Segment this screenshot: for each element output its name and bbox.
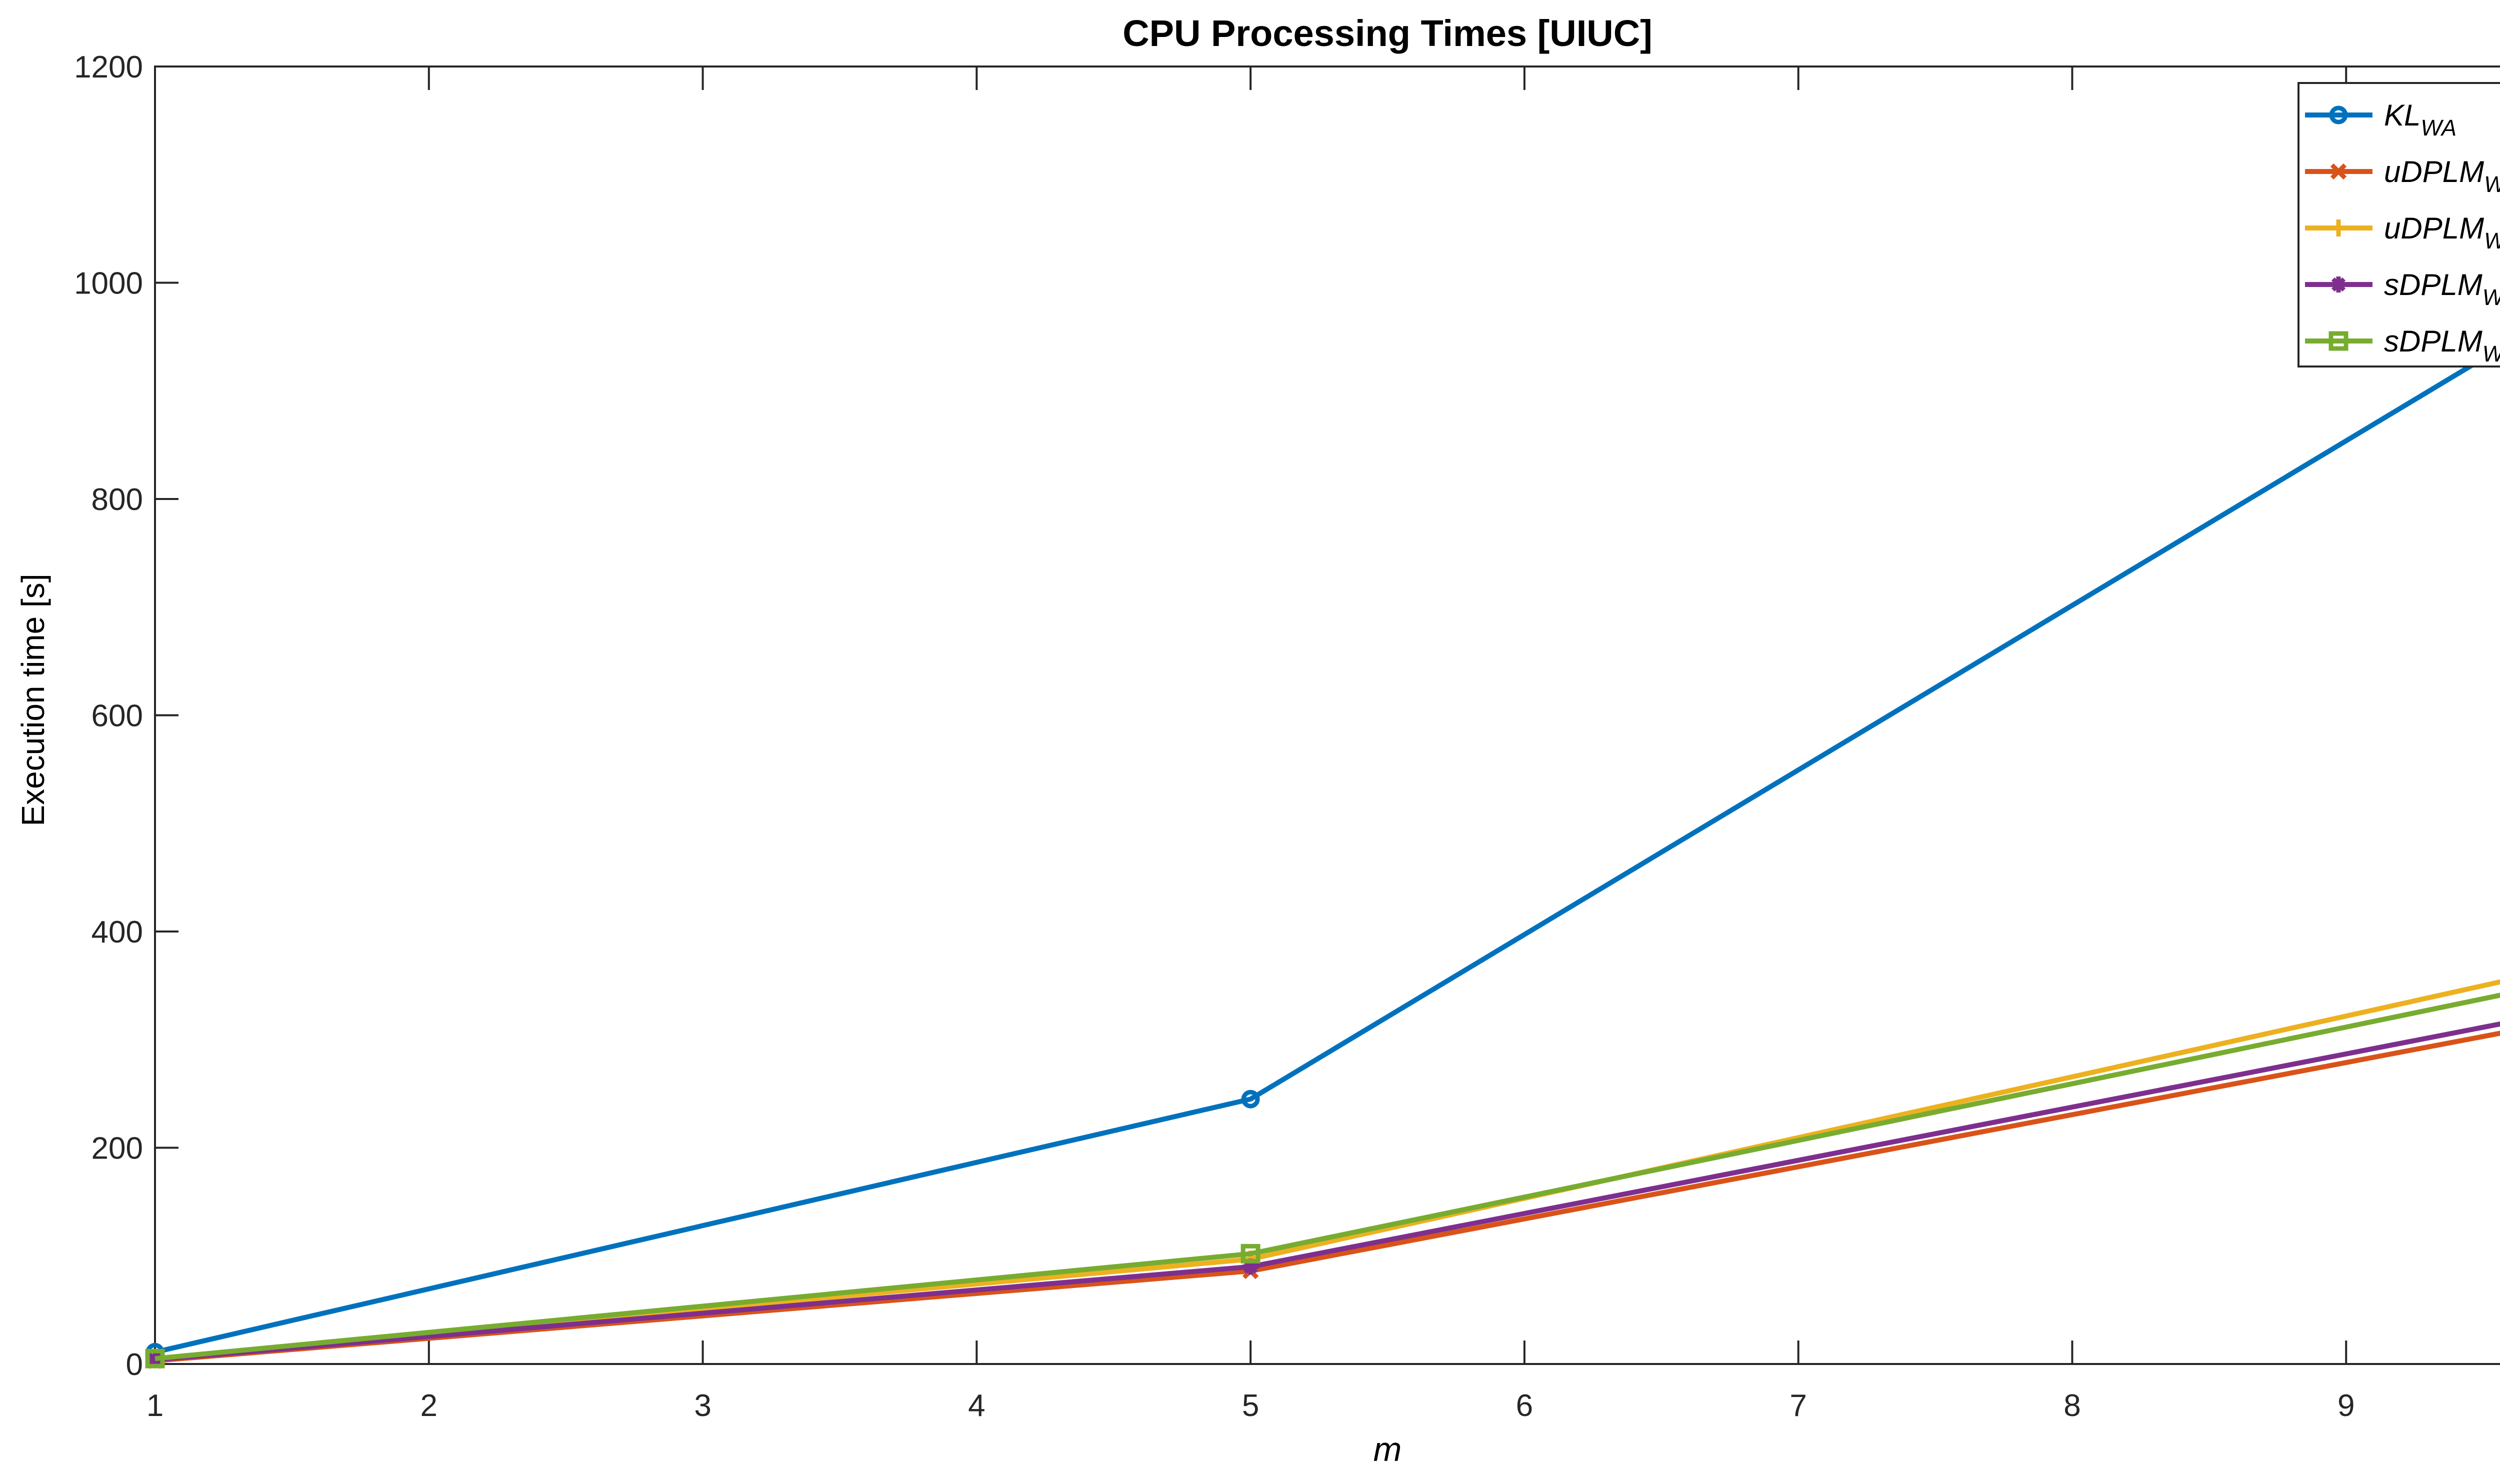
series-line-KL_WA: [154, 345, 2500, 1355]
series-KL_WA-point-5-circle-marker: [1241, 1090, 1260, 1108]
x-tick-label-3: 3: [694, 1388, 711, 1423]
legend-label-uDPLM_WA_l7: uDPLMWA[l=7]: [2384, 212, 2500, 254]
legend-KL_WA-circle-marker: [2329, 106, 2348, 124]
legend-uDPLM_WA_l7-plus-marker: [2330, 220, 2347, 236]
legend-entry-uDPLM_WA_l7: uDPLMWA[l=7]: [2305, 212, 2500, 254]
legend-label-KL_WA: KLWA: [2384, 98, 2456, 140]
chart-title: CPU Processing Times [UIUC]: [1122, 12, 1652, 54]
plot-frame: [154, 66, 2500, 1365]
series-sDPLM_WA_l7-point-5-square-marker: [1240, 1244, 1260, 1264]
x-tick-label-7: 7: [1790, 1388, 1806, 1423]
x-tick-label-8: 8: [2064, 1388, 2080, 1423]
y-tick-label-1200: 1200: [74, 50, 143, 84]
legend-entry-sDPLM_WA_l5: sDPLMWA[l=5]: [2305, 268, 2500, 310]
legend-entry-sDPLM_WA_l7: sDPLMWA[l=7]: [2305, 324, 2500, 366]
y-tick-label-200: 200: [92, 1132, 143, 1166]
x-tick-label-6: 6: [1516, 1388, 1533, 1423]
tick-labels-layer: 12345678910020040060080010001200: [74, 50, 2354, 1423]
plot-frame-layer: [154, 66, 2500, 1365]
y-tick-label-400: 400: [92, 915, 143, 950]
x-tick-label-1: 1: [146, 1388, 164, 1423]
legend-label-sDPLM_WA_l7: sDPLMWA[l=7]: [2384, 324, 2500, 366]
legend-sDPLM_WA_l5-asterisk-marker: [2330, 276, 2346, 292]
y-axis-label: Execution time [s]: [15, 574, 51, 826]
legend-box: [2298, 82, 2500, 368]
x-axis-label: m: [1374, 1430, 1402, 1468]
x-tick-label-9: 9: [2338, 1388, 2354, 1423]
y-tick-label-0: 0: [126, 1348, 143, 1382]
x-tick-label-2: 2: [420, 1388, 438, 1423]
x-tick-label-5: 5: [1242, 1388, 1259, 1423]
legend: KLWA uDPLMWA[l=5] uDPLMWA[l=7] sDPLMWA[l=5]…: [2298, 82, 2500, 368]
legend-entry-uDPLM_WA_l5: uDPLMWA[l=5]: [2305, 155, 2500, 197]
series-sDPLM_WA_l7-point-1-square-marker: [145, 1348, 165, 1368]
series-line-sDPLM_WA_l7: [154, 992, 2500, 1362]
legend-entry-KL_WA: KLWA: [2305, 98, 2456, 140]
y-tick-label-600: 600: [92, 699, 143, 734]
legend-label-sDPLM_WA_l5: sDPLMWA[l=5]: [2384, 268, 2500, 310]
data-series-layer: [145, 345, 2500, 1369]
y-tick-label-1000: 1000: [74, 266, 143, 301]
legend-uDPLM_WA_l5-x-marker: [2330, 163, 2347, 180]
legend-label-uDPLM_WA_l5: uDPLMWA[l=5]: [2384, 155, 2500, 197]
x-tick-label-4: 4: [968, 1388, 985, 1423]
y-tick-label-800: 800: [92, 482, 143, 517]
legend-sDPLM_WA_l7-square-marker: [2328, 331, 2348, 351]
